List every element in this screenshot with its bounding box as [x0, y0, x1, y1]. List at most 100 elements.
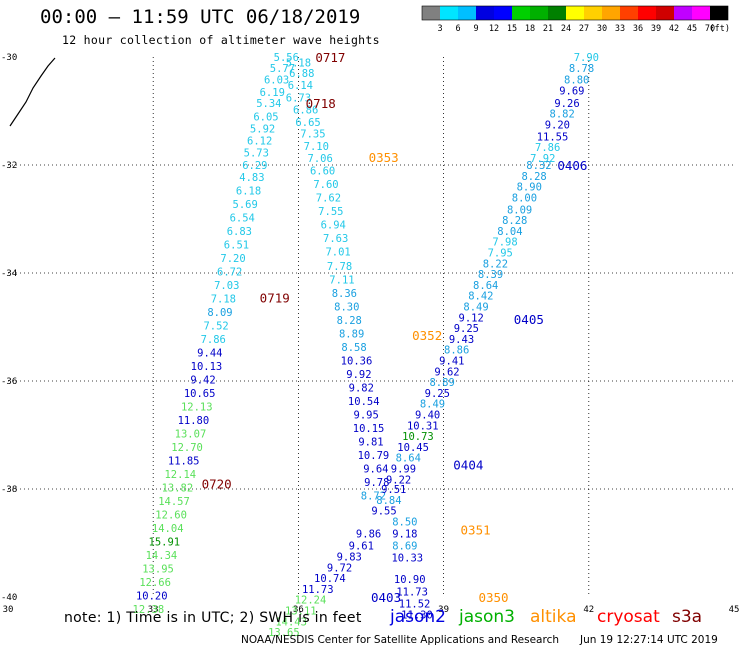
scale-tick-label: 12	[489, 24, 499, 34]
scale-swatch	[440, 6, 458, 20]
swh-value: 7.03	[214, 280, 239, 292]
swh-value: 9.81	[358, 436, 383, 448]
pass-time-label: 0350	[478, 590, 508, 605]
swh-value: 10.20	[136, 590, 168, 602]
swh-value: 10.79	[358, 450, 390, 462]
swh-value: 9.22	[386, 474, 411, 486]
swh-value: 11.73	[396, 587, 428, 599]
swh-value: 10.54	[348, 396, 380, 408]
swh-value: 10.13	[191, 361, 223, 373]
legend-cryosat: cryosat	[597, 607, 660, 627]
swh-value: 9.40	[415, 409, 440, 421]
swh-value: 8.64	[473, 280, 498, 292]
swh-value: 9.64	[363, 463, 388, 475]
swh-value: 7.01	[325, 246, 350, 258]
swh-value: 9.78	[364, 477, 389, 489]
scale-swatch	[638, 6, 656, 20]
swh-value: 8.32	[526, 160, 551, 172]
swh-value: 8.72	[361, 490, 386, 502]
pass-time-label: 0404	[453, 458, 483, 473]
swh-value: 5.69	[233, 199, 258, 211]
swh-value: 6.14	[288, 80, 313, 92]
lon-tick-label: 39	[438, 605, 449, 615]
scale-tick-label: 18	[525, 24, 535, 34]
swh-value: 5.34	[256, 98, 281, 110]
scale-frame	[421, 5, 729, 21]
scale-swatch	[458, 6, 476, 20]
swh-value: 8.28	[337, 315, 362, 327]
lat-tick-label: -40	[1, 593, 17, 603]
swh-value: 6.18	[236, 185, 261, 197]
swh-value: 9.69	[559, 85, 584, 97]
scale-swatch	[512, 6, 530, 20]
scale-swatch	[530, 6, 548, 20]
swh-value: 8.28	[521, 171, 546, 183]
scale-tick-label: 9	[473, 24, 478, 34]
lon-tick-label: 45	[729, 605, 740, 615]
swh-value: 9.18	[392, 528, 417, 540]
scale-tick-label: 21	[543, 24, 553, 34]
swh-value: 5.73	[244, 148, 269, 160]
scale-tick-label: 30	[597, 24, 607, 34]
swh-value: 6.94	[321, 219, 346, 231]
swh-value: 9.82	[349, 382, 374, 394]
swh-value: 7.78	[327, 261, 352, 273]
swh-value: 8.89	[339, 328, 364, 340]
page-subtitle: 12 hour collection of altimeter wave hei…	[62, 33, 380, 47]
swh-value: 7.86	[535, 142, 560, 154]
swh-value: 14.43	[275, 616, 307, 628]
swh-value: 9.83	[337, 552, 362, 564]
scale-swatch	[566, 6, 584, 20]
swh-value: 11.85	[168, 455, 200, 467]
footer-timestamp: Jun 19 12:27:14 UTC 2019	[580, 634, 718, 646]
swh-value: 7.10	[304, 141, 329, 153]
swh-value: 10.45	[397, 442, 429, 454]
swh-value: 6.29	[242, 160, 267, 172]
swh-value: 5.92	[250, 123, 275, 135]
lon-tick-label: 42	[583, 605, 594, 615]
swh-value: 10.36	[341, 355, 373, 367]
swh-value: 4.83	[239, 172, 264, 184]
swh-value: 7.90	[574, 52, 599, 64]
swh-value: 6.73	[286, 93, 311, 105]
swh-value: 11.73	[302, 584, 334, 596]
swh-value: 6.86	[293, 104, 318, 116]
swh-value: 9.41	[439, 355, 464, 367]
swh-value: 8.42	[468, 291, 493, 303]
pass-time-label: 0718	[306, 96, 336, 111]
scale-swatch	[422, 6, 440, 20]
swh-value: 13.11	[285, 606, 317, 618]
lat-tick-label: -34	[1, 269, 17, 279]
swh-value: 8.22	[483, 258, 508, 270]
swh-value: 8.82	[550, 109, 575, 121]
swh-value: 6.72	[217, 266, 242, 278]
swh-value: 6.05	[253, 111, 278, 123]
lat-tick-label: -36	[1, 377, 17, 387]
pass-time-label: 0353	[369, 150, 399, 165]
swh-value: 7.35	[300, 129, 325, 141]
swh-value: 12.24	[295, 595, 327, 607]
swh-value: 7.18	[211, 293, 236, 305]
swh-value: 12.14	[164, 469, 196, 481]
swh-value: 8.50	[392, 516, 417, 528]
swh-value: 9.43	[449, 334, 474, 346]
scale-unit-label: (ft)	[710, 24, 730, 34]
swh-value: 9.25	[454, 323, 479, 335]
legend-altika: altika	[530, 607, 577, 627]
swh-value: 8.09	[207, 307, 232, 319]
scale-tick-label: 45	[687, 24, 697, 34]
swh-value: 7.60	[313, 179, 338, 191]
lat-tick-label: -32	[1, 161, 17, 171]
lon-tick-label: 30	[3, 605, 14, 615]
swh-value: 10.31	[407, 420, 439, 432]
pass-time-label: 0352	[412, 328, 442, 343]
swh-value: 13.07	[175, 428, 207, 440]
swh-value: 8.58	[341, 342, 366, 354]
swh-value: 6.19	[260, 87, 285, 99]
pass-time-label: 0403	[371, 590, 401, 605]
scale-tick-label: 33	[615, 24, 625, 34]
lat-tick-label: -38	[1, 485, 17, 495]
swh-value: 14.34	[146, 550, 178, 562]
swh-value: 13.65	[268, 627, 300, 639]
